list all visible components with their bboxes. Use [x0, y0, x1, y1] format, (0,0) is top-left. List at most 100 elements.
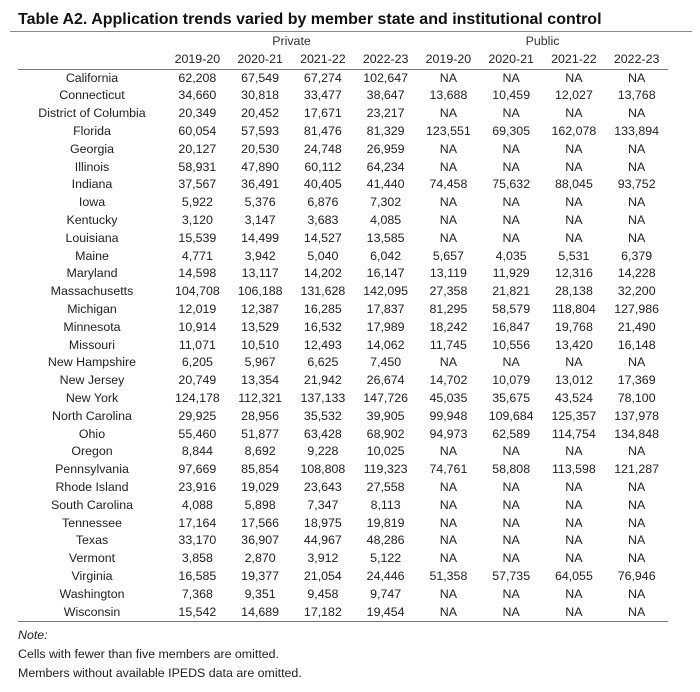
table-row: Louisiana 15,539 14,499 14,527 13,585 NA NA NA N… — [18, 230, 668, 248]
value-cell: NA — [605, 603, 669, 623]
value-cell: 104,708 — [174, 284, 220, 299]
value-cell: 21,942 — [303, 373, 342, 388]
value-cell: 16,532 — [303, 319, 342, 334]
value-cell: 33,477 — [303, 88, 342, 103]
value-cell: 76,946 — [617, 568, 656, 583]
value-cell: 15,539 — [178, 230, 217, 245]
value-cell: 20,127 — [178, 141, 217, 156]
value-cell: NA — [502, 479, 520, 494]
value-cell: NA — [502, 195, 520, 210]
value-cell: NA — [439, 533, 457, 548]
table-row: Iowa 5,922 5,376 6,876 7,302 NA NA NA NA — [18, 194, 668, 212]
value-cell: NA — [439, 230, 457, 245]
state-name-cell: New Jersey — [59, 373, 125, 388]
value-cell: NA — [565, 355, 583, 370]
value-cell: 112,321 — [238, 390, 283, 405]
value-cell: 74,458 — [429, 177, 468, 192]
value-cell: NA — [439, 355, 457, 370]
value-cell: 27,558 — [366, 479, 405, 494]
value-cell: 12,387 — [241, 301, 280, 316]
value-cell: 58,579 — [492, 301, 531, 316]
value-cell: 97,669 — [178, 462, 217, 477]
state-name-cell: Texas — [75, 533, 109, 548]
value-cell: 19,377 — [241, 568, 280, 583]
value-cell: 3,942 — [244, 248, 276, 263]
value-cell: 3,147 — [244, 212, 276, 227]
state-name-cell: California — [65, 70, 119, 85]
state-name-cell: New York — [65, 390, 119, 405]
value-cell: 55,460 — [178, 426, 217, 441]
value-cell: NA — [502, 586, 520, 601]
value-cell: 34,660 — [178, 88, 217, 103]
state-name-cell: Maryland — [66, 266, 118, 281]
year-header: 2022-23 — [605, 50, 669, 70]
value-cell: 16,585 — [178, 568, 217, 583]
value-cell: 5,122 — [370, 551, 402, 566]
state-name-cell: Kentucky — [66, 212, 118, 227]
note-line: Members without available IPEDS data are… — [18, 666, 302, 681]
value-cell: NA — [628, 70, 646, 85]
value-cell: 24,748 — [303, 141, 342, 156]
value-cell: NA — [628, 444, 646, 459]
group-header-public: Public — [525, 34, 560, 48]
value-cell: 36,491 — [241, 177, 280, 192]
value-cell: 13,420 — [554, 337, 593, 352]
value-cell: 13,012 — [554, 373, 593, 388]
table-row: North Carolina 29,925 28,956 35,532 39,905 99… — [18, 408, 668, 426]
state-name-cell: Missouri — [68, 337, 116, 352]
value-cell: 57,593 — [241, 123, 280, 138]
table-row: Massachusetts 104,708 106,188 131,628 142,09… — [18, 283, 668, 301]
value-cell: 4,035 — [495, 248, 527, 263]
value-cell: 81,295 — [429, 301, 468, 316]
value-cell: 57,735 — [492, 568, 531, 583]
value-cell: NA — [565, 70, 583, 85]
value-cell: NA — [565, 497, 583, 512]
value-cell: 13,768 — [617, 88, 656, 103]
value-cell: 11,071 — [178, 337, 216, 352]
value-cell: 9,458 — [307, 586, 339, 601]
value-cell: 123,551 — [425, 123, 471, 138]
value-cell: 124,178 — [174, 390, 220, 405]
value-cell: 51,358 — [429, 568, 468, 583]
value-cell: NA — [565, 106, 583, 121]
value-cell: NA — [565, 551, 583, 566]
value-cell: 142,095 — [363, 284, 409, 299]
value-cell: 24,446 — [366, 568, 405, 583]
value-cell: NA — [565, 159, 583, 174]
value-cell: 39,905 — [366, 408, 405, 423]
value-cell: NA — [565, 195, 583, 210]
table-body: California 62,208 67,549 67,274 102,647 NA NA N… — [18, 69, 669, 623]
value-cell: 28,956 — [241, 408, 280, 423]
state-name-cell: Tennessee — [62, 515, 122, 530]
value-cell: 63,428 — [303, 426, 342, 441]
state-name-cell: North Carolina — [52, 408, 132, 423]
table-row: South Carolina 4,088 5,898 7,347 8,113 NA NA NA… — [18, 497, 668, 515]
value-cell: 109,684 — [488, 408, 534, 423]
value-cell: 10,556 — [492, 337, 531, 352]
value-cell: 13,117 — [241, 266, 279, 281]
value-cell: 106,188 — [237, 284, 283, 299]
value-cell: NA — [502, 497, 520, 512]
table-row: New Jersey 20,749 13,354 21,942 26,674 14,702… — [18, 372, 668, 390]
value-cell: 14,598 — [178, 266, 217, 281]
value-cell: NA — [565, 444, 583, 459]
value-cell: NA — [628, 212, 646, 227]
value-cell: 8,844 — [181, 444, 213, 459]
value-cell: NA — [439, 515, 457, 530]
table-row: Washington 7,368 9,351 9,458 9,747 NA NA NA NA — [18, 586, 668, 604]
table-row: Minnesota 10,914 13,529 16,532 17,989 18,242 1… — [18, 319, 668, 337]
state-name-cell: Illinois — [74, 159, 110, 174]
value-cell: 102,647 — [363, 70, 409, 85]
value-cell: 7,368 — [181, 586, 213, 601]
value-cell: 11,929 — [492, 266, 530, 281]
value-cell: 10,459 — [492, 88, 531, 103]
value-cell: 125,357 — [551, 408, 597, 423]
value-cell: 27,358 — [429, 284, 468, 299]
value-cell: NA — [502, 70, 520, 85]
value-cell: NA — [628, 497, 646, 512]
value-cell: 44,967 — [303, 533, 342, 548]
value-cell: NA — [439, 444, 457, 459]
value-cell: 43,524 — [554, 390, 593, 405]
value-cell: 37,567 — [178, 177, 217, 192]
value-cell: 14,228 — [617, 266, 656, 281]
